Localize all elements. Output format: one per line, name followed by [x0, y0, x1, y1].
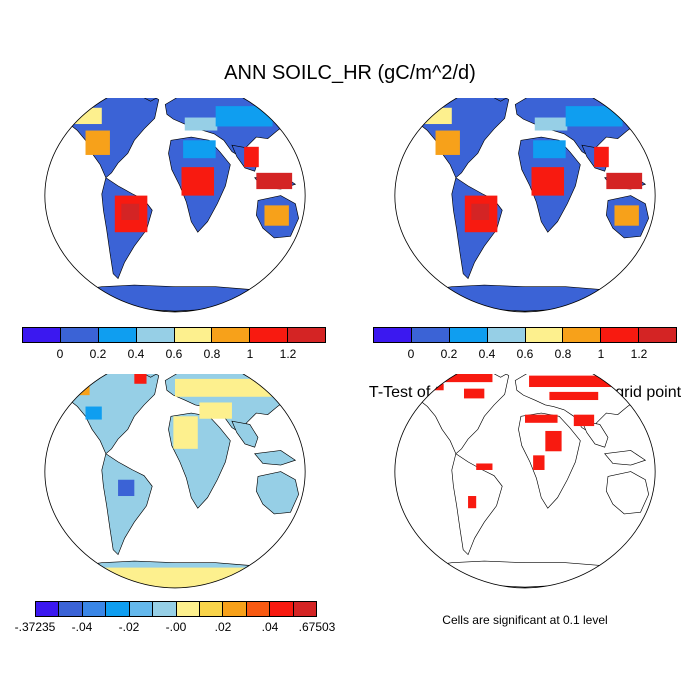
- colorbar-tick-label: 1: [246, 347, 254, 361]
- map-difference: [44, 374, 306, 589]
- map-mct: [394, 98, 656, 313]
- colorbar-tick-label: 0: [56, 347, 64, 361]
- significance-note: Cells are significant at 0.1 level: [442, 613, 608, 627]
- colorbar-tick-label: 0.8: [203, 347, 221, 361]
- figure-title: ANN SOILC_HR (gC/m^2/d): [224, 62, 476, 84]
- colorbar-swatch: [270, 602, 294, 616]
- colorbar-tick-label: 0.6: [165, 347, 183, 361]
- colorbar-swatch: [246, 602, 271, 616]
- colorbar-tick-label: -.37235: [14, 620, 56, 634]
- colorbar-swatch: [82, 602, 107, 616]
- colorbar-swatch: [601, 328, 640, 342]
- colorbar-swatch: [98, 328, 137, 342]
- colorbar-difference: [35, 601, 317, 617]
- colorbar-swatch: [174, 328, 213, 342]
- colorbar-swatch: [199, 602, 224, 616]
- colorbar-tick-label: -.02: [118, 620, 140, 634]
- colorbar-tick-label: 0.4: [127, 347, 145, 361]
- colorbar-swatch: [639, 328, 676, 342]
- colorbar-tick-label: .04: [261, 620, 279, 634]
- colorbar-swatch: [487, 328, 526, 342]
- colorbar-tick-label: .67503: [298, 620, 336, 634]
- colorbar-swatch: [250, 328, 289, 342]
- colorbar-tick-label: 0.2: [440, 347, 458, 361]
- colorbar-main-left-labels: 0 0.2 0.4 0.6 0.8 1 1.2: [22, 347, 326, 363]
- colorbar-tick-label: 1.2: [630, 347, 648, 361]
- colorbar-tick-label: 0.4: [478, 347, 496, 361]
- colorbar-swatch: [449, 328, 488, 342]
- colorbar-swatch: [129, 602, 154, 616]
- colorbar-swatch: [106, 602, 130, 616]
- colorbar-tick-label: 0.8: [554, 347, 572, 361]
- colorbar-swatch: [288, 328, 325, 342]
- colorbar-tick-label: 0.2: [89, 347, 107, 361]
- colorbar-swatch: [563, 328, 602, 342]
- colorbar-main-right: [373, 327, 677, 343]
- colorbar-tick-label: -.04: [71, 620, 93, 634]
- colorbar-main-left: [22, 327, 326, 343]
- colorbar-swatch: [23, 328, 61, 342]
- colorbar-swatch: [223, 602, 247, 616]
- map-ttest: [394, 374, 656, 589]
- colorbar-swatch: [153, 602, 177, 616]
- colorbar-tick-label: 1.2: [279, 347, 297, 361]
- colorbar-difference-labels: -.37235 -.04 -.02 -.00 .02 .04 .67503: [15, 620, 336, 636]
- colorbar-main-right-labels: 0 0.2 0.4 0.6 0.8 1 1.2: [373, 347, 677, 363]
- colorbar-tick-label: 0: [407, 347, 415, 361]
- colorbar-swatch: [136, 328, 175, 342]
- colorbar-swatch: [212, 328, 251, 342]
- colorbar-swatch: [374, 328, 412, 342]
- colorbar-swatch: [411, 328, 450, 342]
- colorbar-swatch: [176, 602, 200, 616]
- colorbar-tick-label: 1: [597, 347, 605, 361]
- colorbar-swatch: [293, 602, 317, 616]
- map-nuopc: [44, 98, 306, 313]
- colorbar-swatch: [525, 328, 564, 342]
- colorbar-tick-label: 0.6: [516, 347, 534, 361]
- colorbar-swatch: [59, 602, 83, 616]
- colorbar-tick-label: -.00: [165, 620, 187, 634]
- colorbar-swatch: [36, 602, 60, 616]
- colorbar-tick-label: .02: [214, 620, 232, 634]
- colorbar-swatch: [60, 328, 99, 342]
